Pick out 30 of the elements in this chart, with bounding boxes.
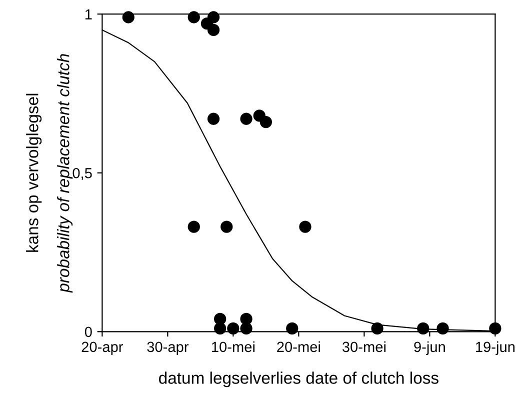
point [240, 112, 252, 125]
point [240, 322, 252, 335]
x-tick-label: 20-apr [82, 342, 124, 355]
x-tick-label: 9-jun [414, 341, 445, 355]
x-tick-label: 20-mei [277, 341, 320, 352]
point [188, 220, 200, 233]
point [214, 322, 226, 335]
point [207, 112, 220, 125]
x-tick-label: 30-mei [342, 341, 386, 352]
y-tick-label: 1 [85, 9, 92, 20]
x-tick-label: 19-jun [476, 341, 515, 355]
point [122, 11, 134, 24]
point [299, 220, 312, 233]
point [417, 322, 430, 335]
point [286, 322, 298, 335]
point [489, 322, 502, 335]
point [220, 220, 233, 233]
x-tick-label: 10-mei [212, 341, 254, 352]
point [227, 322, 240, 335]
point [260, 116, 272, 128]
y-tick-label: 0 [84, 326, 92, 338]
y-tick-label: 0,5 [72, 168, 92, 180]
point [207, 11, 220, 24]
point [436, 322, 449, 335]
x-axis-title: datum legselverlies date of clutch loss [159, 372, 438, 388]
point [207, 24, 220, 36]
x-tick-label: 30-apr [147, 342, 189, 355]
point [188, 11, 200, 24]
point [371, 322, 384, 335]
y-axis-title: kans op vervolglegsel probability of replacement clutch [26, 54, 73, 293]
